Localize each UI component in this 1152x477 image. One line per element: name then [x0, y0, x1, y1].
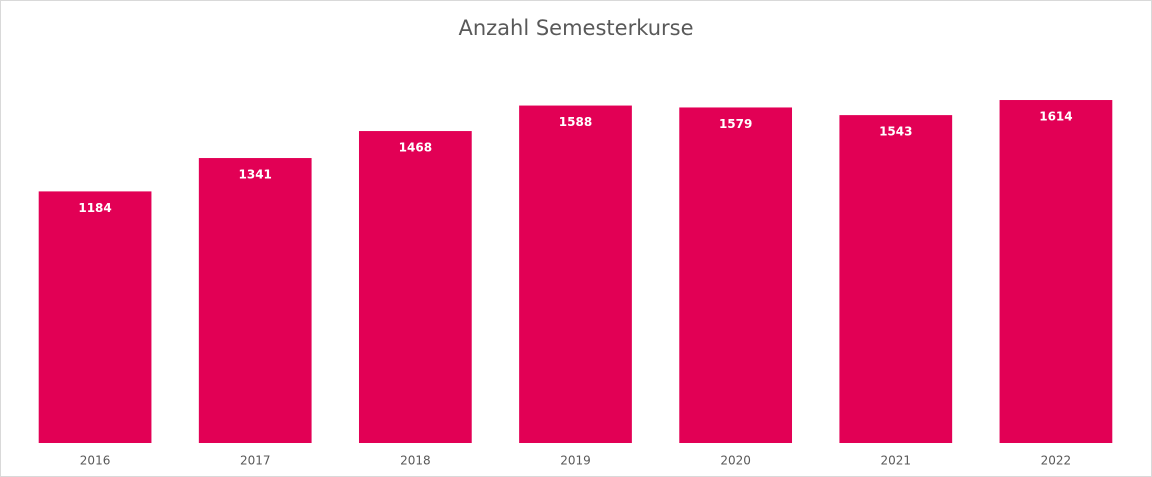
bar [198, 158, 312, 443]
bar [679, 107, 793, 444]
x-tick-label: 2016 [80, 454, 111, 468]
bar [38, 191, 152, 443]
data-label: 1579 [719, 117, 752, 131]
x-tick-label: 2019 [560, 454, 591, 468]
data-label: 1614 [1039, 110, 1072, 124]
data-label: 1468 [399, 141, 432, 155]
bar [358, 131, 472, 444]
data-label: 1341 [239, 168, 272, 182]
x-tick-label: 2018 [400, 454, 431, 468]
x-tick-label: 2022 [1041, 454, 1072, 468]
x-tick-label: 2017 [240, 454, 271, 468]
x-tick-label: 2020 [720, 454, 751, 468]
bar [519, 105, 632, 444]
x-tick-label: 2021 [881, 454, 912, 468]
data-label: 1543 [879, 125, 912, 139]
bar [839, 115, 953, 444]
bar [999, 100, 1113, 444]
chart-title: Anzahl Semesterkurse [458, 16, 693, 40]
data-label: 1588 [559, 115, 592, 129]
data-label: 1184 [78, 201, 111, 215]
